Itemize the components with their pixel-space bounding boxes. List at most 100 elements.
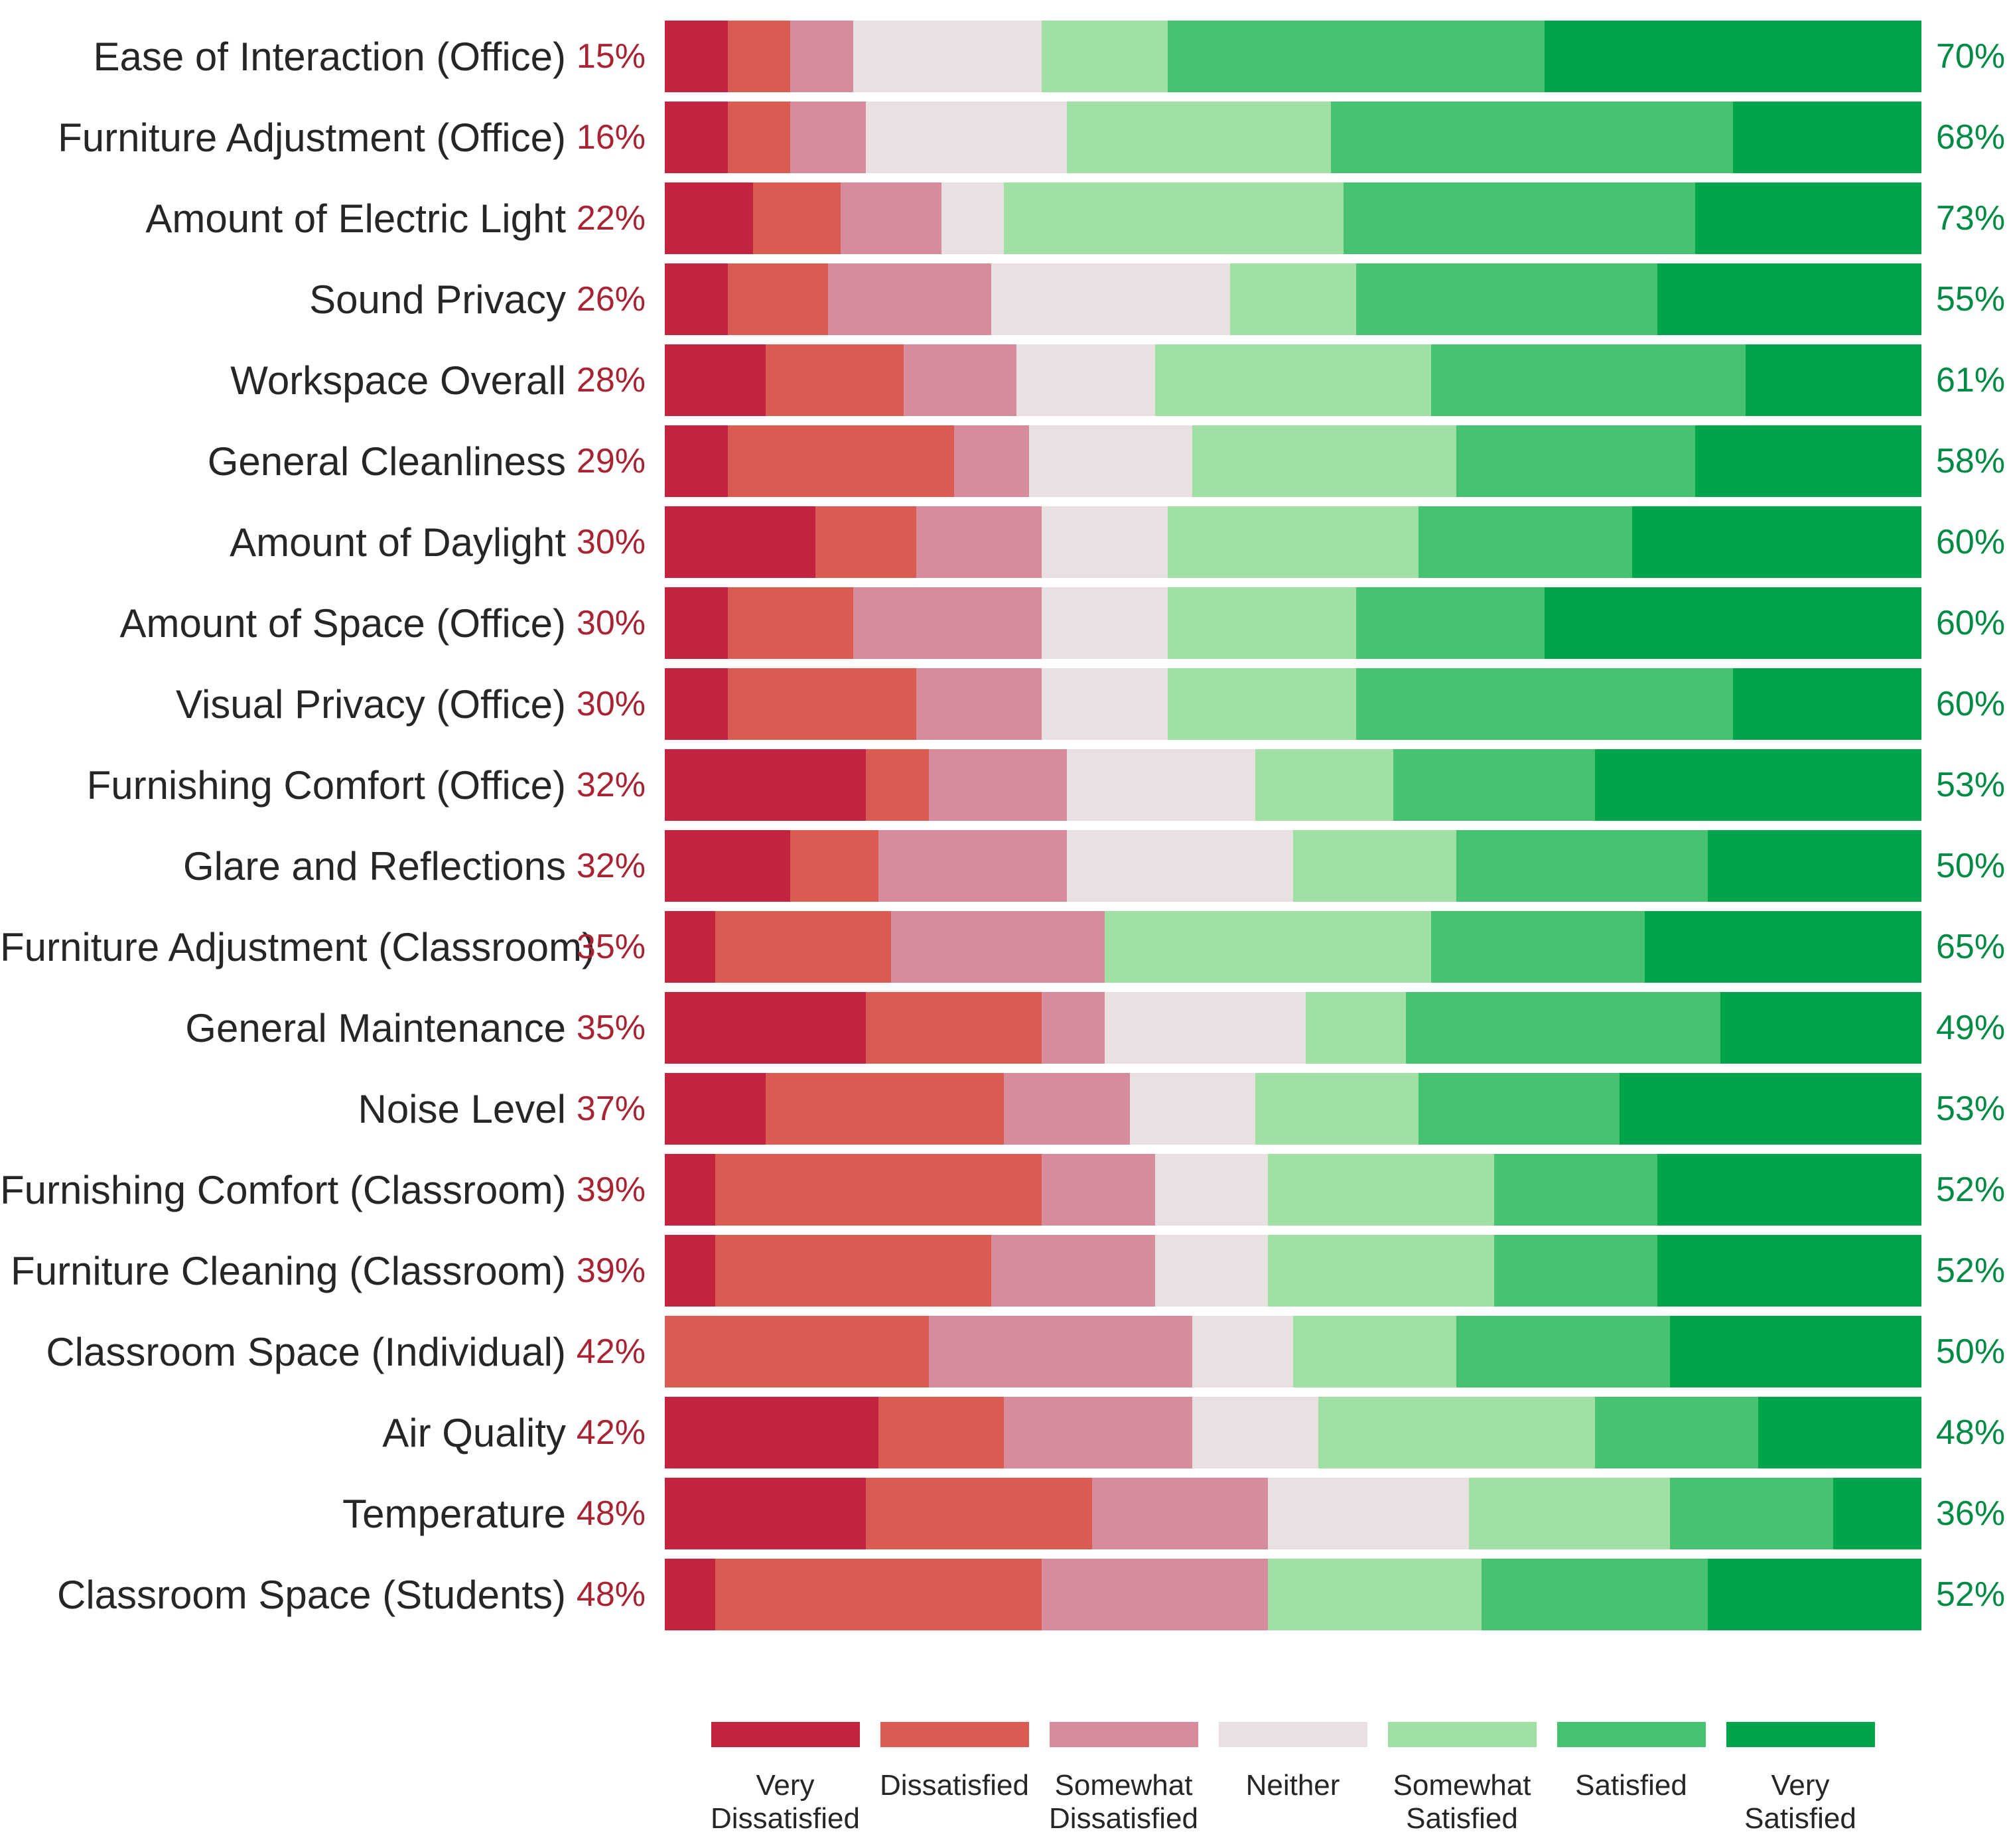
bar-segment-very-dissatisfied [665, 587, 728, 659]
bar-segment-dissatisfied [715, 1235, 992, 1307]
bar-segment-very-satisfied [1707, 830, 1921, 902]
legend-label-line: Dissatisfied [880, 1769, 1029, 1802]
dissatisfied-total-label: 35% [576, 1009, 646, 1047]
legend-swatch-somewhat-satisfied [1387, 1722, 1537, 1747]
bar-segment-somewhat-satisfied [1042, 21, 1168, 92]
bar-segment-somewhat-satisfied [1292, 830, 1457, 902]
bar-segment-dissatisfied [815, 506, 916, 578]
chart-row: Temperature 48% 36% [0, 1478, 2009, 1549]
bar-segment-dissatisfied [727, 21, 791, 92]
category-label: Furnishing Comfort (Office) [86, 762, 566, 808]
legend-swatch-very-satisfied [1726, 1722, 1875, 1747]
bar-segment-somewhat-satisfied [1469, 1478, 1671, 1549]
bar-segment-very-satisfied [1657, 1154, 1921, 1226]
bar-segment-somewhat-dissatisfied [1004, 1397, 1193, 1468]
satisfied-total-label: 49% [1936, 1009, 2006, 1047]
chart-row: Workspace Overall 28% 61% [0, 344, 2009, 416]
stacked-bar [665, 21, 1921, 92]
bar-segment-very-dissatisfied [665, 749, 866, 821]
category-label: Amount of Daylight [230, 520, 566, 565]
stacked-bar [665, 1316, 1921, 1387]
category-label: Furnishing Comfort (Classroom) [0, 1167, 567, 1212]
category-label: Noise Level [358, 1086, 566, 1131]
bar-segment-very-dissatisfied [665, 1397, 878, 1468]
bar-segment-neither [1067, 749, 1256, 821]
bar-segment-very-dissatisfied [665, 425, 728, 497]
legend-label: Very Satisfied [1744, 1769, 1856, 1835]
dissatisfied-total-label: 39% [576, 1171, 646, 1209]
bar-segment-very-satisfied [1632, 506, 1921, 578]
bar-segment-very-dissatisfied [665, 1478, 866, 1549]
dissatisfied-total-label: 22% [576, 199, 646, 238]
bar-segment-dissatisfied [727, 263, 829, 335]
chart-row: Furniture Adjustment (Office) 16% 68% [0, 102, 2009, 173]
satisfied-total-label: 36% [1936, 1494, 2006, 1533]
bar-segment-neither [1192, 1397, 1318, 1468]
satisfied-total-label: 52% [1936, 1575, 2006, 1614]
legend-swatch-satisfied [1557, 1722, 1706, 1747]
stacked-bar [665, 1559, 1921, 1630]
satisfied-total-label: 53% [1936, 1090, 2006, 1128]
legend-item: Dissatisfied [870, 1722, 1039, 1835]
bar-segment-somewhat-dissatisfied [853, 587, 1042, 659]
satisfied-total-label: 68% [1936, 118, 2006, 157]
stacked-bar [665, 749, 1921, 821]
chart-row: Furniture Cleaning (Classroom) 39% 52% [0, 1235, 2009, 1307]
satisfied-total-label: 53% [1936, 766, 2006, 804]
legend-label-line: Satisfied [1575, 1769, 1687, 1802]
bar-segment-satisfied [1167, 21, 1545, 92]
bar-segment-neither [1042, 668, 1168, 740]
bar-segment-satisfied [1456, 830, 1708, 902]
chart-row: Glare and Reflections 32% 50% [0, 830, 2009, 902]
legend-item: Neither [1208, 1722, 1377, 1835]
bar-segment-somewhat-dissatisfied [1042, 1154, 1155, 1226]
category-label: Glare and Reflections [183, 843, 566, 888]
bar-segment-satisfied [1670, 1478, 1834, 1549]
bar-segment-somewhat-satisfied [1167, 668, 1356, 740]
bar-segment-somewhat-dissatisfied [828, 263, 992, 335]
stacked-bar [665, 425, 1921, 497]
bar-segment-very-dissatisfied [665, 344, 766, 416]
category-label: Classroom Space (Individual) [46, 1329, 566, 1374]
stacked-bar [665, 1154, 1921, 1226]
bar-segment-somewhat-dissatisfied [916, 506, 1042, 578]
bar-segment-neither [1016, 344, 1155, 416]
bar-segment-dissatisfied [866, 749, 929, 821]
bar-segment-very-satisfied [1758, 1397, 1921, 1468]
dissatisfied-total-label: 30% [576, 604, 646, 642]
bar-segment-somewhat-dissatisfied [841, 182, 941, 254]
stacked-bar [665, 182, 1921, 254]
bar-segment-very-dissatisfied [665, 1073, 766, 1145]
bar-segment-satisfied [1494, 1154, 1658, 1226]
bar-segment-neither [1154, 1235, 1269, 1307]
bar-segment-very-dissatisfied [665, 1154, 715, 1226]
bar-segment-somewhat-satisfied [1268, 1235, 1494, 1307]
bar-segment-satisfied [1406, 992, 1720, 1064]
legend-swatch-somewhat-dissatisfied [1049, 1722, 1198, 1747]
dissatisfied-total-label: 35% [576, 928, 646, 966]
bar-segment-very-satisfied [1670, 1316, 1921, 1387]
bar-segment-very-satisfied [1732, 668, 1921, 740]
bar-segment-neither [1129, 1073, 1256, 1145]
bar-segment-somewhat-dissatisfied [790, 21, 854, 92]
bar-segment-somewhat-dissatisfied [1042, 992, 1105, 1064]
chart-row: Furnishing Comfort (Classroom) 39% 52% [0, 1154, 2009, 1226]
bar-segment-dissatisfied [878, 1397, 1004, 1468]
bar-segment-satisfied [1393, 749, 1595, 821]
bar-segment-somewhat-dissatisfied [903, 344, 1017, 416]
category-label: Furniture Adjustment (Classroom) [0, 924, 595, 969]
bar-segment-dissatisfied [715, 1559, 1042, 1630]
bar-segment-somewhat-satisfied [1268, 1154, 1494, 1226]
satisfied-total-label: 48% [1936, 1413, 2006, 1452]
satisfied-total-label: 61% [1936, 361, 2006, 399]
bar-segment-satisfied [1355, 263, 1658, 335]
bar-segment-satisfied [1330, 102, 1733, 173]
legend-label-line: Satisfied [1744, 1802, 1856, 1835]
stacked-bar [665, 1478, 1921, 1549]
bar-segment-somewhat-satisfied [1192, 425, 1457, 497]
bar-segment-very-satisfied [1732, 102, 1921, 173]
bar-segment-satisfied [1343, 182, 1696, 254]
legend-label: Dissatisfied [880, 1769, 1029, 1802]
dissatisfied-total-label: 26% [576, 280, 646, 319]
satisfied-total-label: 52% [1936, 1171, 2006, 1209]
